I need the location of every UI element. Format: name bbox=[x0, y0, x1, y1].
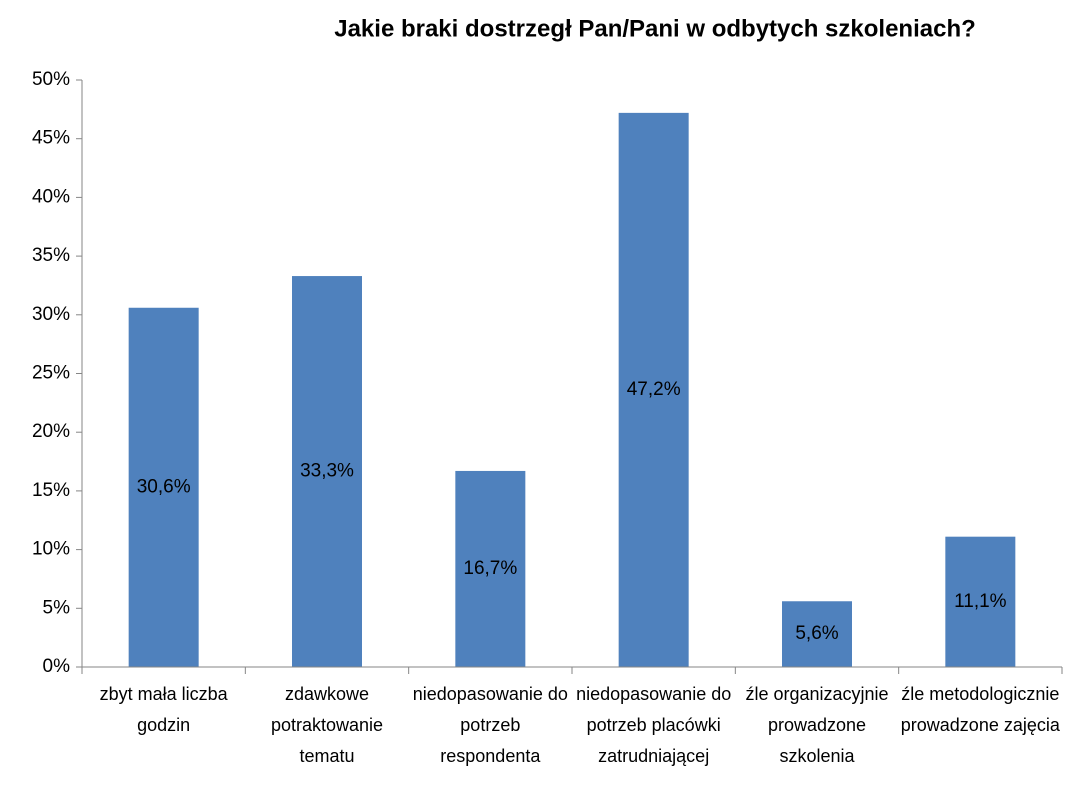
data-label: 30,6% bbox=[137, 476, 191, 497]
y-tick-label: 35% bbox=[32, 245, 70, 266]
data-label: 47,2% bbox=[627, 379, 681, 400]
y-tick-label: 50% bbox=[32, 69, 70, 90]
bar bbox=[455, 470, 526, 667]
y-tick-label: 25% bbox=[32, 363, 70, 384]
x-tick-label: źle metodologicznie prowadzone zajęcia bbox=[900, 684, 1060, 735]
x-tick-label: niedopasowanie do potrzeb respondenta bbox=[412, 684, 568, 766]
y-tick-label: 45% bbox=[32, 128, 70, 149]
bar bbox=[945, 536, 1016, 667]
y-tick-label: 10% bbox=[32, 539, 70, 560]
bar bbox=[782, 601, 852, 667]
chart-title: Jakie braki dostrzegł Pan/Pani w odbytyc… bbox=[334, 15, 976, 42]
y-tick-label: 0% bbox=[43, 656, 71, 677]
bar bbox=[292, 276, 362, 667]
x-tick-label: źle organizacyjnie prowadzone szkolenia bbox=[745, 684, 889, 766]
x-tick-label: zbyt mała liczba godzin bbox=[99, 684, 228, 735]
x-tick-label: niedopasowanie do potrzeb placówki zatru… bbox=[576, 684, 732, 766]
y-tick-label: 15% bbox=[32, 480, 70, 501]
bar bbox=[128, 307, 199, 667]
data-label: 33,3% bbox=[300, 461, 354, 482]
y-tick-label: 5% bbox=[43, 597, 71, 618]
y-tick-label: 30% bbox=[32, 304, 70, 325]
data-label: 16,7% bbox=[463, 558, 517, 579]
y-tick-label: 40% bbox=[32, 186, 70, 207]
data-label: 11,1% bbox=[954, 591, 1007, 612]
data-label: 5,6% bbox=[795, 623, 838, 644]
x-tick-label: zdawkowe potraktowanie tematu bbox=[270, 684, 384, 766]
y-tick-label: 20% bbox=[32, 421, 70, 442]
bar bbox=[618, 112, 689, 667]
